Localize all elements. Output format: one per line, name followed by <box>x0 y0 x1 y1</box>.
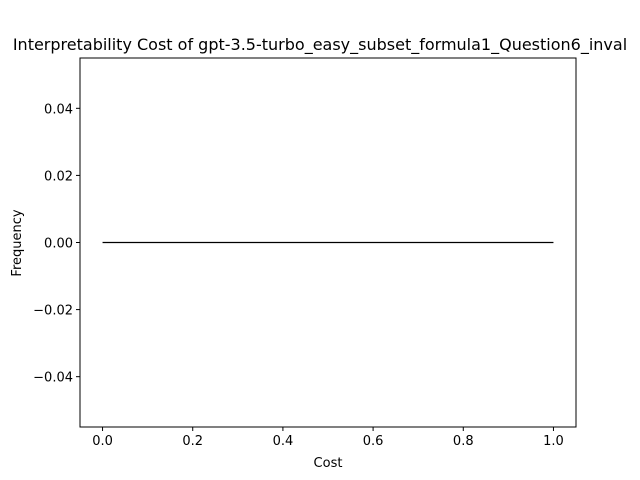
y-tick-label: 0.04 <box>44 102 73 117</box>
x-tick-label: 0.8 <box>453 434 474 449</box>
x-axis: 0.0 0.2 0.4 0.6 0.8 1.0 <box>92 427 564 449</box>
y-tick-label: 0.02 <box>44 169 73 184</box>
y-tick-label: −0.02 <box>33 304 73 319</box>
x-tick-label: 0.4 <box>273 434 294 449</box>
x-tick-label: 1.0 <box>543 434 564 449</box>
x-tick-label: 0.6 <box>363 434 384 449</box>
y-axis-label: Frequency <box>10 209 25 276</box>
chart-title: Interpretability Cost of gpt-3.5-turbo_e… <box>13 35 627 55</box>
y-tick-label: 0.00 <box>44 237 73 252</box>
y-axis: −0.04 −0.02 0.00 0.02 0.04 <box>33 102 80 386</box>
y-tick-label: −0.04 <box>33 371 73 386</box>
x-tick-label: 0.2 <box>182 434 203 449</box>
x-tick-label: 0.0 <box>92 434 113 449</box>
x-axis-label: Cost <box>314 456 343 471</box>
